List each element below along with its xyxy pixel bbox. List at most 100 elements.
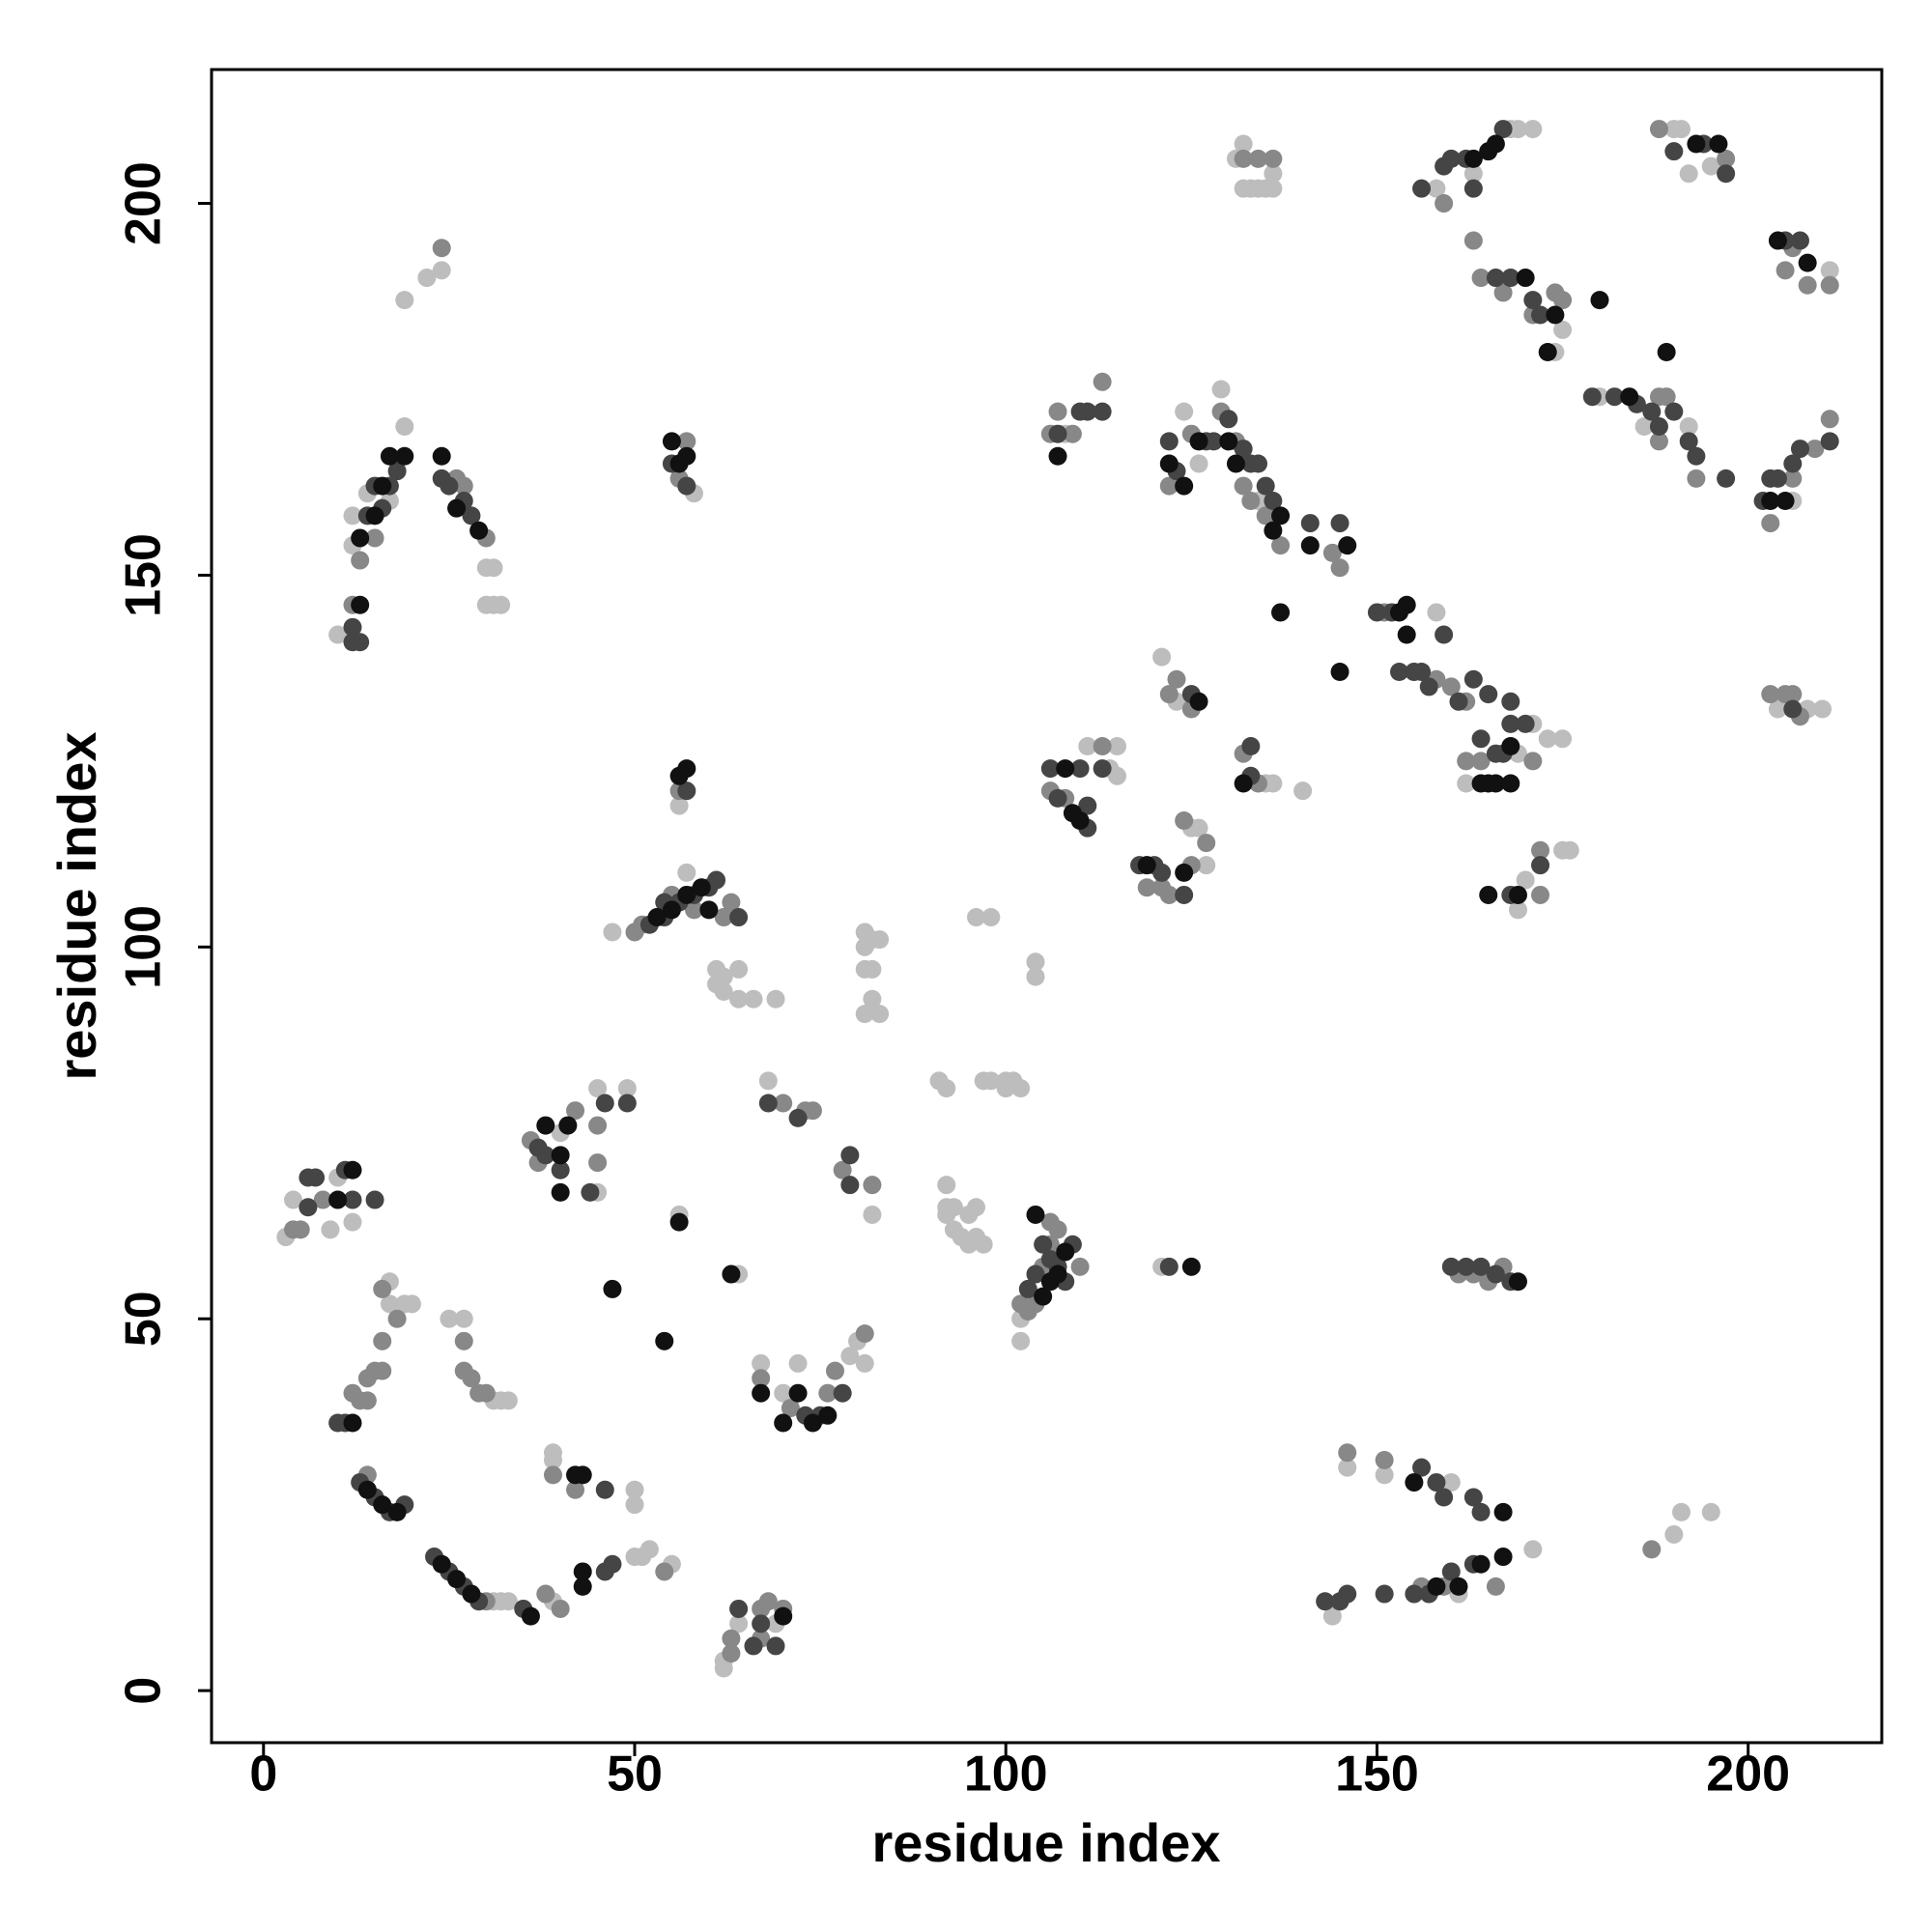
point bbox=[1159, 432, 1179, 451]
point bbox=[1330, 558, 1350, 578]
point bbox=[1412, 1458, 1432, 1477]
point bbox=[1672, 1502, 1691, 1521]
point bbox=[1701, 156, 1720, 176]
point bbox=[818, 1383, 838, 1403]
point bbox=[1189, 454, 1208, 473]
point bbox=[1798, 275, 1817, 295]
point bbox=[581, 1182, 600, 1202]
point bbox=[729, 959, 749, 979]
point bbox=[573, 1465, 592, 1485]
point bbox=[1457, 774, 1476, 793]
point bbox=[1234, 774, 1253, 793]
point bbox=[1538, 729, 1557, 749]
point bbox=[1108, 766, 1127, 785]
point bbox=[840, 1176, 860, 1195]
x-tick-label: 150 bbox=[1335, 1747, 1419, 1803]
point bbox=[1405, 1473, 1424, 1492]
point bbox=[536, 1584, 555, 1604]
point bbox=[1375, 1584, 1394, 1604]
point bbox=[803, 1413, 822, 1433]
point bbox=[863, 1205, 882, 1224]
point bbox=[573, 1562, 592, 1581]
point bbox=[313, 1190, 332, 1209]
point bbox=[1070, 1257, 1090, 1276]
point bbox=[1717, 149, 1736, 168]
point bbox=[1805, 440, 1825, 459]
point bbox=[1463, 179, 1483, 198]
point bbox=[1338, 1443, 1357, 1463]
point bbox=[454, 1309, 473, 1328]
point bbox=[974, 1235, 993, 1254]
point bbox=[1820, 275, 1839, 295]
point bbox=[1419, 677, 1438, 696]
y-tick-label: 100 bbox=[116, 905, 172, 989]
point bbox=[855, 1005, 874, 1024]
point bbox=[1197, 856, 1216, 875]
point bbox=[1457, 752, 1476, 771]
point bbox=[1776, 261, 1795, 280]
point bbox=[1048, 402, 1067, 421]
point bbox=[1768, 231, 1787, 250]
point bbox=[558, 1116, 578, 1135]
point bbox=[1790, 440, 1809, 459]
point bbox=[752, 1353, 771, 1373]
point bbox=[1159, 685, 1179, 704]
point bbox=[1264, 521, 1283, 540]
point bbox=[1820, 432, 1839, 451]
point bbox=[1560, 840, 1579, 860]
point bbox=[1271, 603, 1291, 622]
point bbox=[351, 551, 370, 570]
point bbox=[432, 239, 451, 258]
point bbox=[1664, 142, 1684, 161]
x-tick-label: 200 bbox=[1706, 1747, 1790, 1803]
point bbox=[1516, 870, 1535, 890]
point bbox=[1531, 305, 1550, 325]
point bbox=[617, 1079, 637, 1098]
point bbox=[1338, 1458, 1357, 1477]
point bbox=[328, 625, 348, 644]
point bbox=[1026, 1264, 1045, 1284]
point bbox=[1078, 736, 1097, 755]
point bbox=[476, 1383, 496, 1403]
point bbox=[1390, 663, 1409, 682]
point bbox=[1590, 291, 1609, 310]
point bbox=[1717, 469, 1736, 488]
point bbox=[291, 1220, 310, 1239]
point bbox=[677, 863, 696, 882]
point bbox=[722, 1644, 741, 1663]
point bbox=[1137, 878, 1156, 897]
point bbox=[365, 1190, 384, 1209]
point bbox=[774, 1094, 793, 1113]
point bbox=[432, 261, 451, 280]
point bbox=[774, 1606, 793, 1626]
point bbox=[870, 1005, 890, 1024]
point bbox=[1642, 1540, 1662, 1559]
point bbox=[981, 908, 1001, 927]
point bbox=[744, 989, 763, 1009]
point bbox=[1516, 269, 1535, 288]
point bbox=[1093, 402, 1112, 421]
point bbox=[870, 930, 890, 950]
point bbox=[1717, 164, 1736, 184]
point bbox=[1709, 134, 1728, 154]
point bbox=[1048, 1264, 1067, 1284]
point bbox=[284, 1190, 303, 1209]
point bbox=[1813, 699, 1833, 719]
point bbox=[1159, 454, 1179, 473]
point bbox=[677, 432, 696, 451]
point bbox=[1679, 432, 1698, 451]
point bbox=[1175, 810, 1194, 830]
point bbox=[840, 1146, 860, 1165]
point bbox=[677, 885, 696, 904]
point bbox=[1553, 320, 1573, 339]
point bbox=[1783, 454, 1803, 473]
point bbox=[343, 1413, 362, 1433]
point bbox=[380, 446, 399, 466]
point bbox=[729, 1614, 749, 1634]
point bbox=[417, 269, 437, 288]
point bbox=[462, 506, 481, 526]
point bbox=[669, 796, 689, 815]
point bbox=[1026, 952, 1045, 972]
point bbox=[1108, 736, 1127, 755]
